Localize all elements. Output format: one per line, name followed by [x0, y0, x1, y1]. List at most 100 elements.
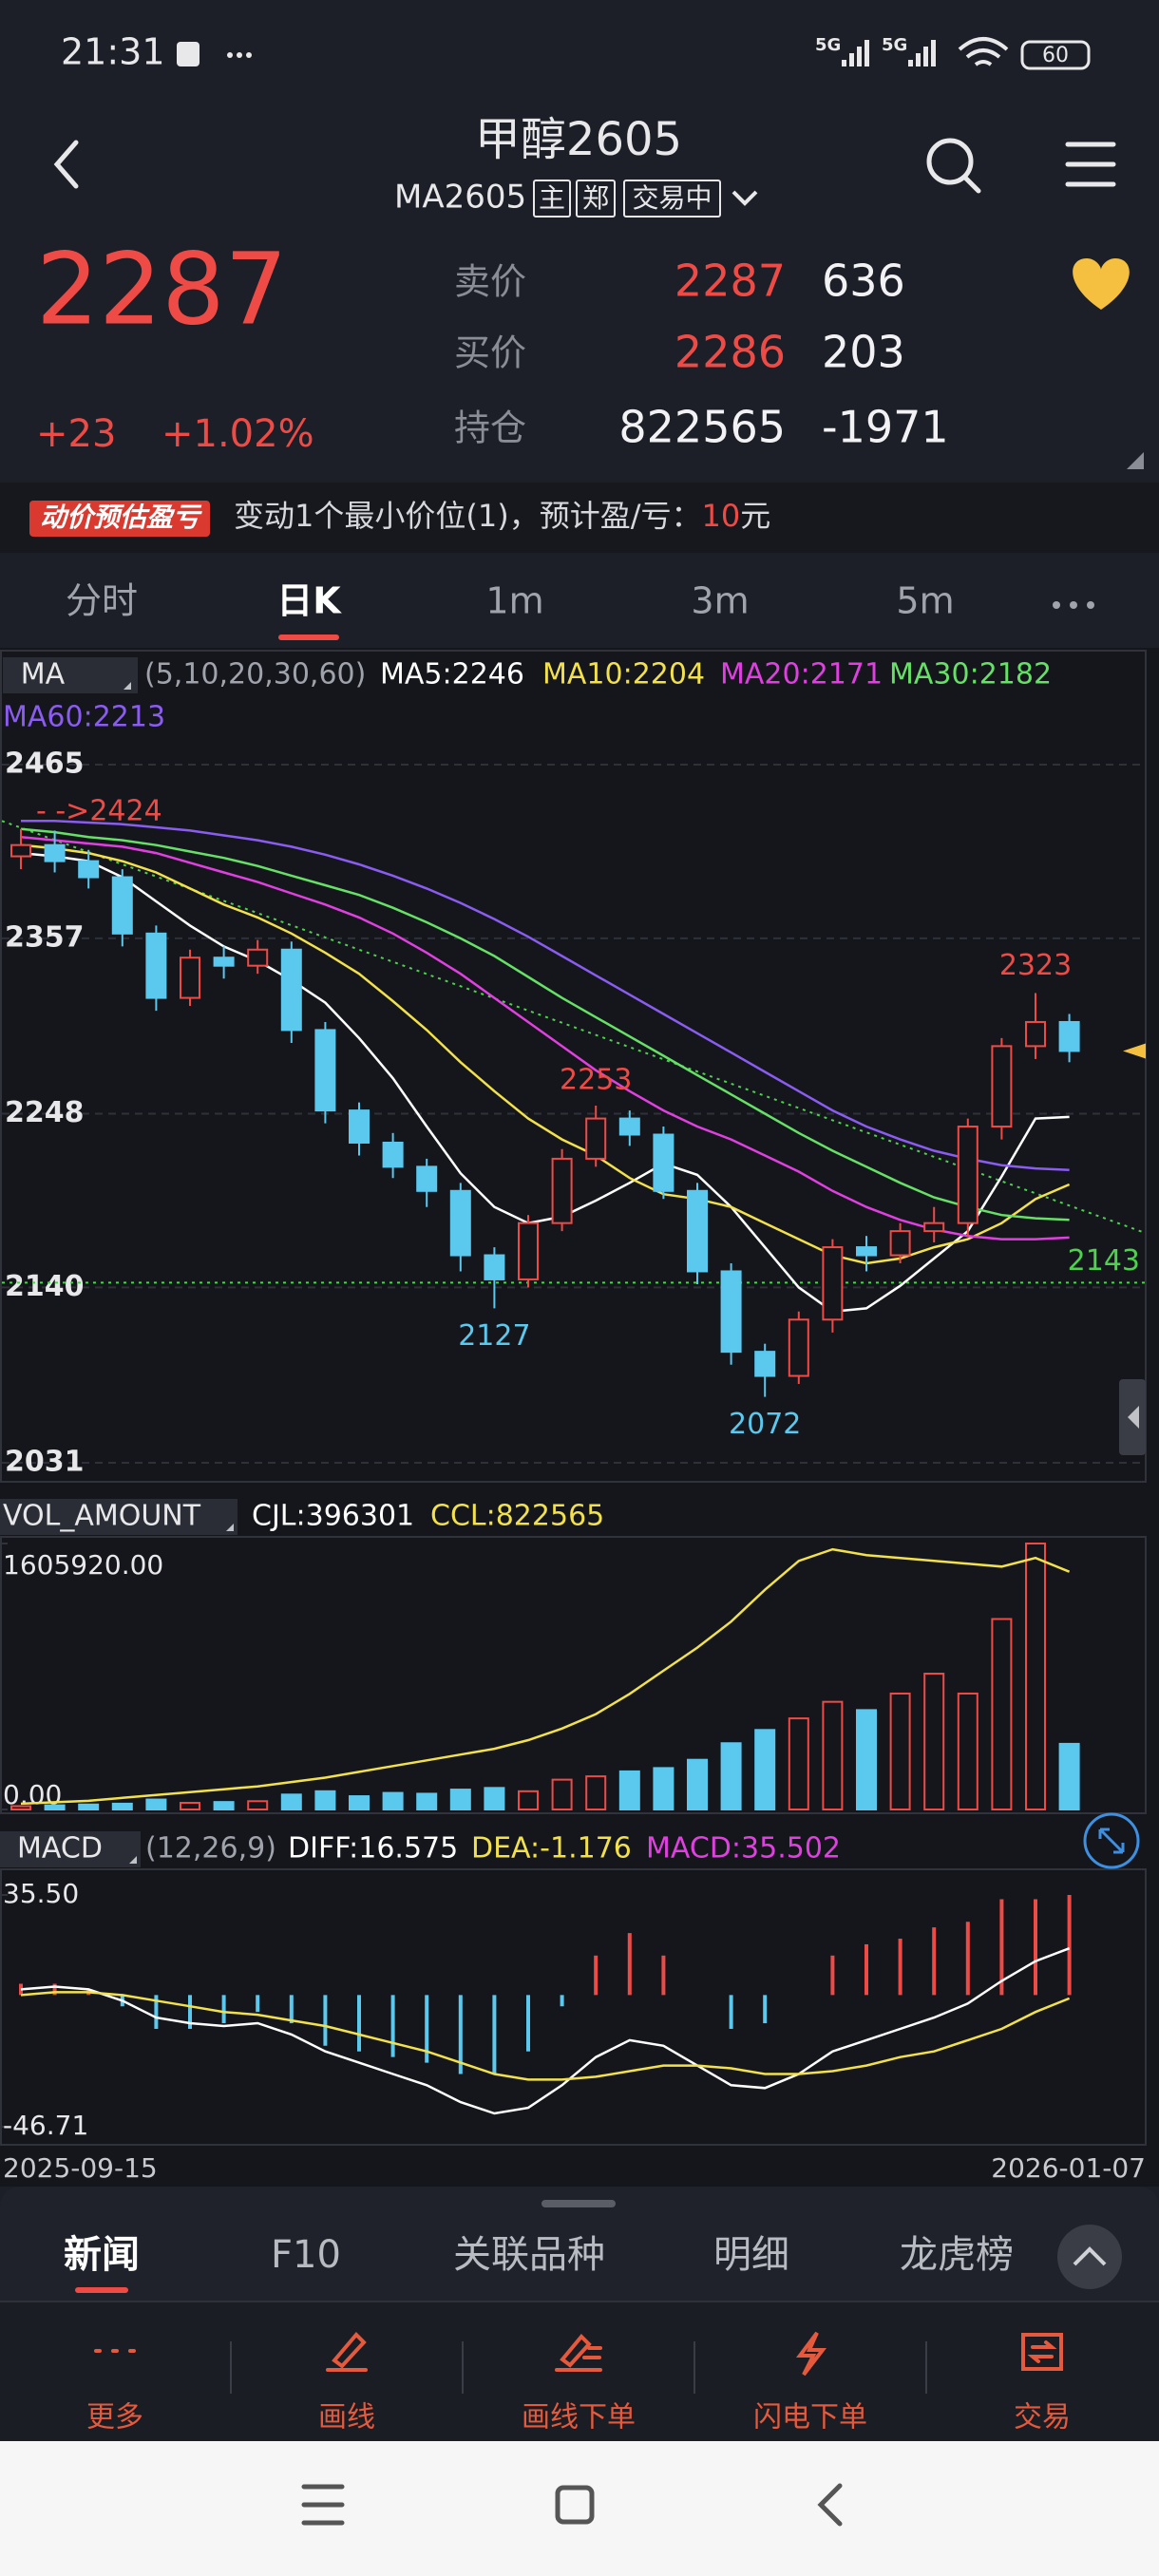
indicator-box — [0, 1831, 141, 1867]
candle-body — [518, 1222, 539, 1280]
more-dot — [227, 52, 233, 58]
ma-line — [20, 843, 1071, 1265]
legend-entry: MACD:35.502 — [646, 1832, 841, 1866]
period-tab[interactable]: 1m — [485, 580, 543, 622]
y-tick-label: 2031 — [5, 1446, 85, 1479]
more-periods[interactable] — [1053, 601, 1094, 609]
volume-bar — [991, 1618, 1013, 1810]
search-button[interactable] — [926, 138, 981, 194]
quote-label: 持仓 — [454, 407, 526, 449]
volume-bar — [551, 1778, 573, 1810]
signal-bar — [916, 53, 921, 66]
fullscreen-button[interactable] — [1083, 1812, 1140, 1869]
toolbar-item[interactable]: 画线 — [318, 2401, 375, 2434]
candle-body — [382, 1141, 404, 1168]
volume-bar — [1058, 1742, 1080, 1810]
volume-bar — [687, 1758, 708, 1810]
candle-body — [653, 1133, 674, 1192]
volume-bar — [720, 1742, 742, 1811]
y-tick-label: 2140 — [5, 1270, 85, 1303]
candle-body — [1025, 1020, 1046, 1048]
sheet-handle[interactable] — [542, 2200, 616, 2207]
y-tick-label: 1605920.00 — [3, 1549, 163, 1581]
period-tab[interactable]: 3m — [691, 580, 749, 622]
bottom-tab[interactable]: 关联品种 — [453, 2233, 605, 2277]
candle-body — [213, 957, 235, 967]
app-icon — [177, 42, 200, 66]
signal-bar — [908, 60, 913, 66]
candle-body — [585, 1117, 607, 1160]
bottom-tab[interactable]: 龙虎榜 — [900, 2233, 1014, 2277]
toolbar-item[interactable]: 交易 — [1014, 2401, 1071, 2434]
dropdown-arrow[interactable] — [732, 190, 758, 206]
badge: 主 — [539, 182, 565, 214]
candle-body — [618, 1117, 640, 1136]
period-tab[interactable]: 5m — [896, 580, 954, 622]
nav-icons[interactable] — [301, 2483, 843, 2527]
candle-body — [856, 1246, 877, 1257]
volume-bar — [44, 1804, 66, 1810]
legend-entry: MA30:2182 — [889, 658, 1052, 691]
toolbar-item[interactable]: 闪电下单 — [753, 2401, 867, 2434]
banner-tag: 动价预估盈亏 — [40, 502, 202, 533]
volume-bar — [957, 1692, 978, 1810]
legend-entry: MA10:2204 — [542, 658, 705, 691]
volume-bar — [145, 1798, 167, 1810]
collapse-button[interactable] — [1057, 2225, 1122, 2289]
quote-qty: 636 — [822, 256, 905, 307]
bottom-sheet — [0, 2187, 1159, 2301]
macd-panel — [0, 1868, 1147, 2146]
volume-bar — [754, 1729, 776, 1811]
quote-label: 买价 — [454, 332, 526, 374]
price-panel — [0, 650, 1147, 1483]
quote-price: 2287 — [674, 256, 786, 307]
extreme-annotation: 2072 — [729, 1408, 801, 1441]
signal-label: 5G — [815, 35, 841, 55]
contract-code: MA2605 — [394, 179, 526, 217]
volume-bar — [856, 1709, 877, 1811]
ma-line — [21, 820, 1070, 1172]
legend-entry: MA60:2213 — [3, 701, 165, 734]
toolbar-icons — [94, 2331, 1063, 2377]
volume-bar — [10, 1805, 31, 1811]
period-tab[interactable]: 分时 — [66, 580, 138, 622]
x-tick-label: 2025-09-15 — [3, 2152, 158, 2184]
period-tab[interactable]: 日K — [276, 580, 342, 622]
candle-body — [822, 1246, 844, 1321]
candle-body — [788, 1318, 809, 1377]
badge: 郑 — [582, 182, 609, 214]
bottom-tab[interactable]: 明细 — [713, 2233, 789, 2277]
toolbar-item[interactable]: 画线下单 — [522, 2401, 636, 2434]
signal-bar — [931, 40, 936, 66]
banner-unit: 元 — [740, 498, 770, 534]
bottom-tab[interactable]: F10 — [271, 2233, 341, 2277]
battery — [1020, 40, 1091, 70]
volume-bar — [78, 1803, 100, 1811]
bottom-tab-underline — [75, 2287, 128, 2293]
ma-line — [20, 835, 1070, 1241]
indicator-params: (5,10,20,30,60) — [144, 658, 366, 691]
candle-body — [416, 1165, 438, 1192]
badge: 交易中 — [632, 182, 712, 214]
back-button[interactable] — [53, 140, 79, 189]
candle-body — [687, 1189, 708, 1273]
x-tick-label: 2026-01-07 — [991, 2152, 1146, 2184]
candle-body — [754, 1351, 776, 1377]
toolbar-item[interactable]: 更多 — [86, 2401, 143, 2434]
volume-bar — [618, 1770, 640, 1810]
candle-body — [78, 860, 100, 879]
favorite-heart[interactable] — [1073, 258, 1130, 310]
quote-qty: -1971 — [822, 402, 949, 453]
menu-button[interactable] — [1065, 142, 1116, 187]
volume-bar — [653, 1767, 674, 1810]
bottom-tab[interactable]: 新闻 — [64, 2233, 140, 2277]
candle-body — [957, 1126, 978, 1224]
volume-panel — [0, 1536, 1147, 1814]
candle-body — [145, 932, 167, 999]
macd-line — [20, 1991, 1071, 2081]
volume-bar — [314, 1790, 336, 1810]
side-expand[interactable] — [1119, 1379, 1146, 1455]
max-annotation: - ->2424 — [36, 795, 162, 828]
volume-bar — [349, 1795, 370, 1811]
